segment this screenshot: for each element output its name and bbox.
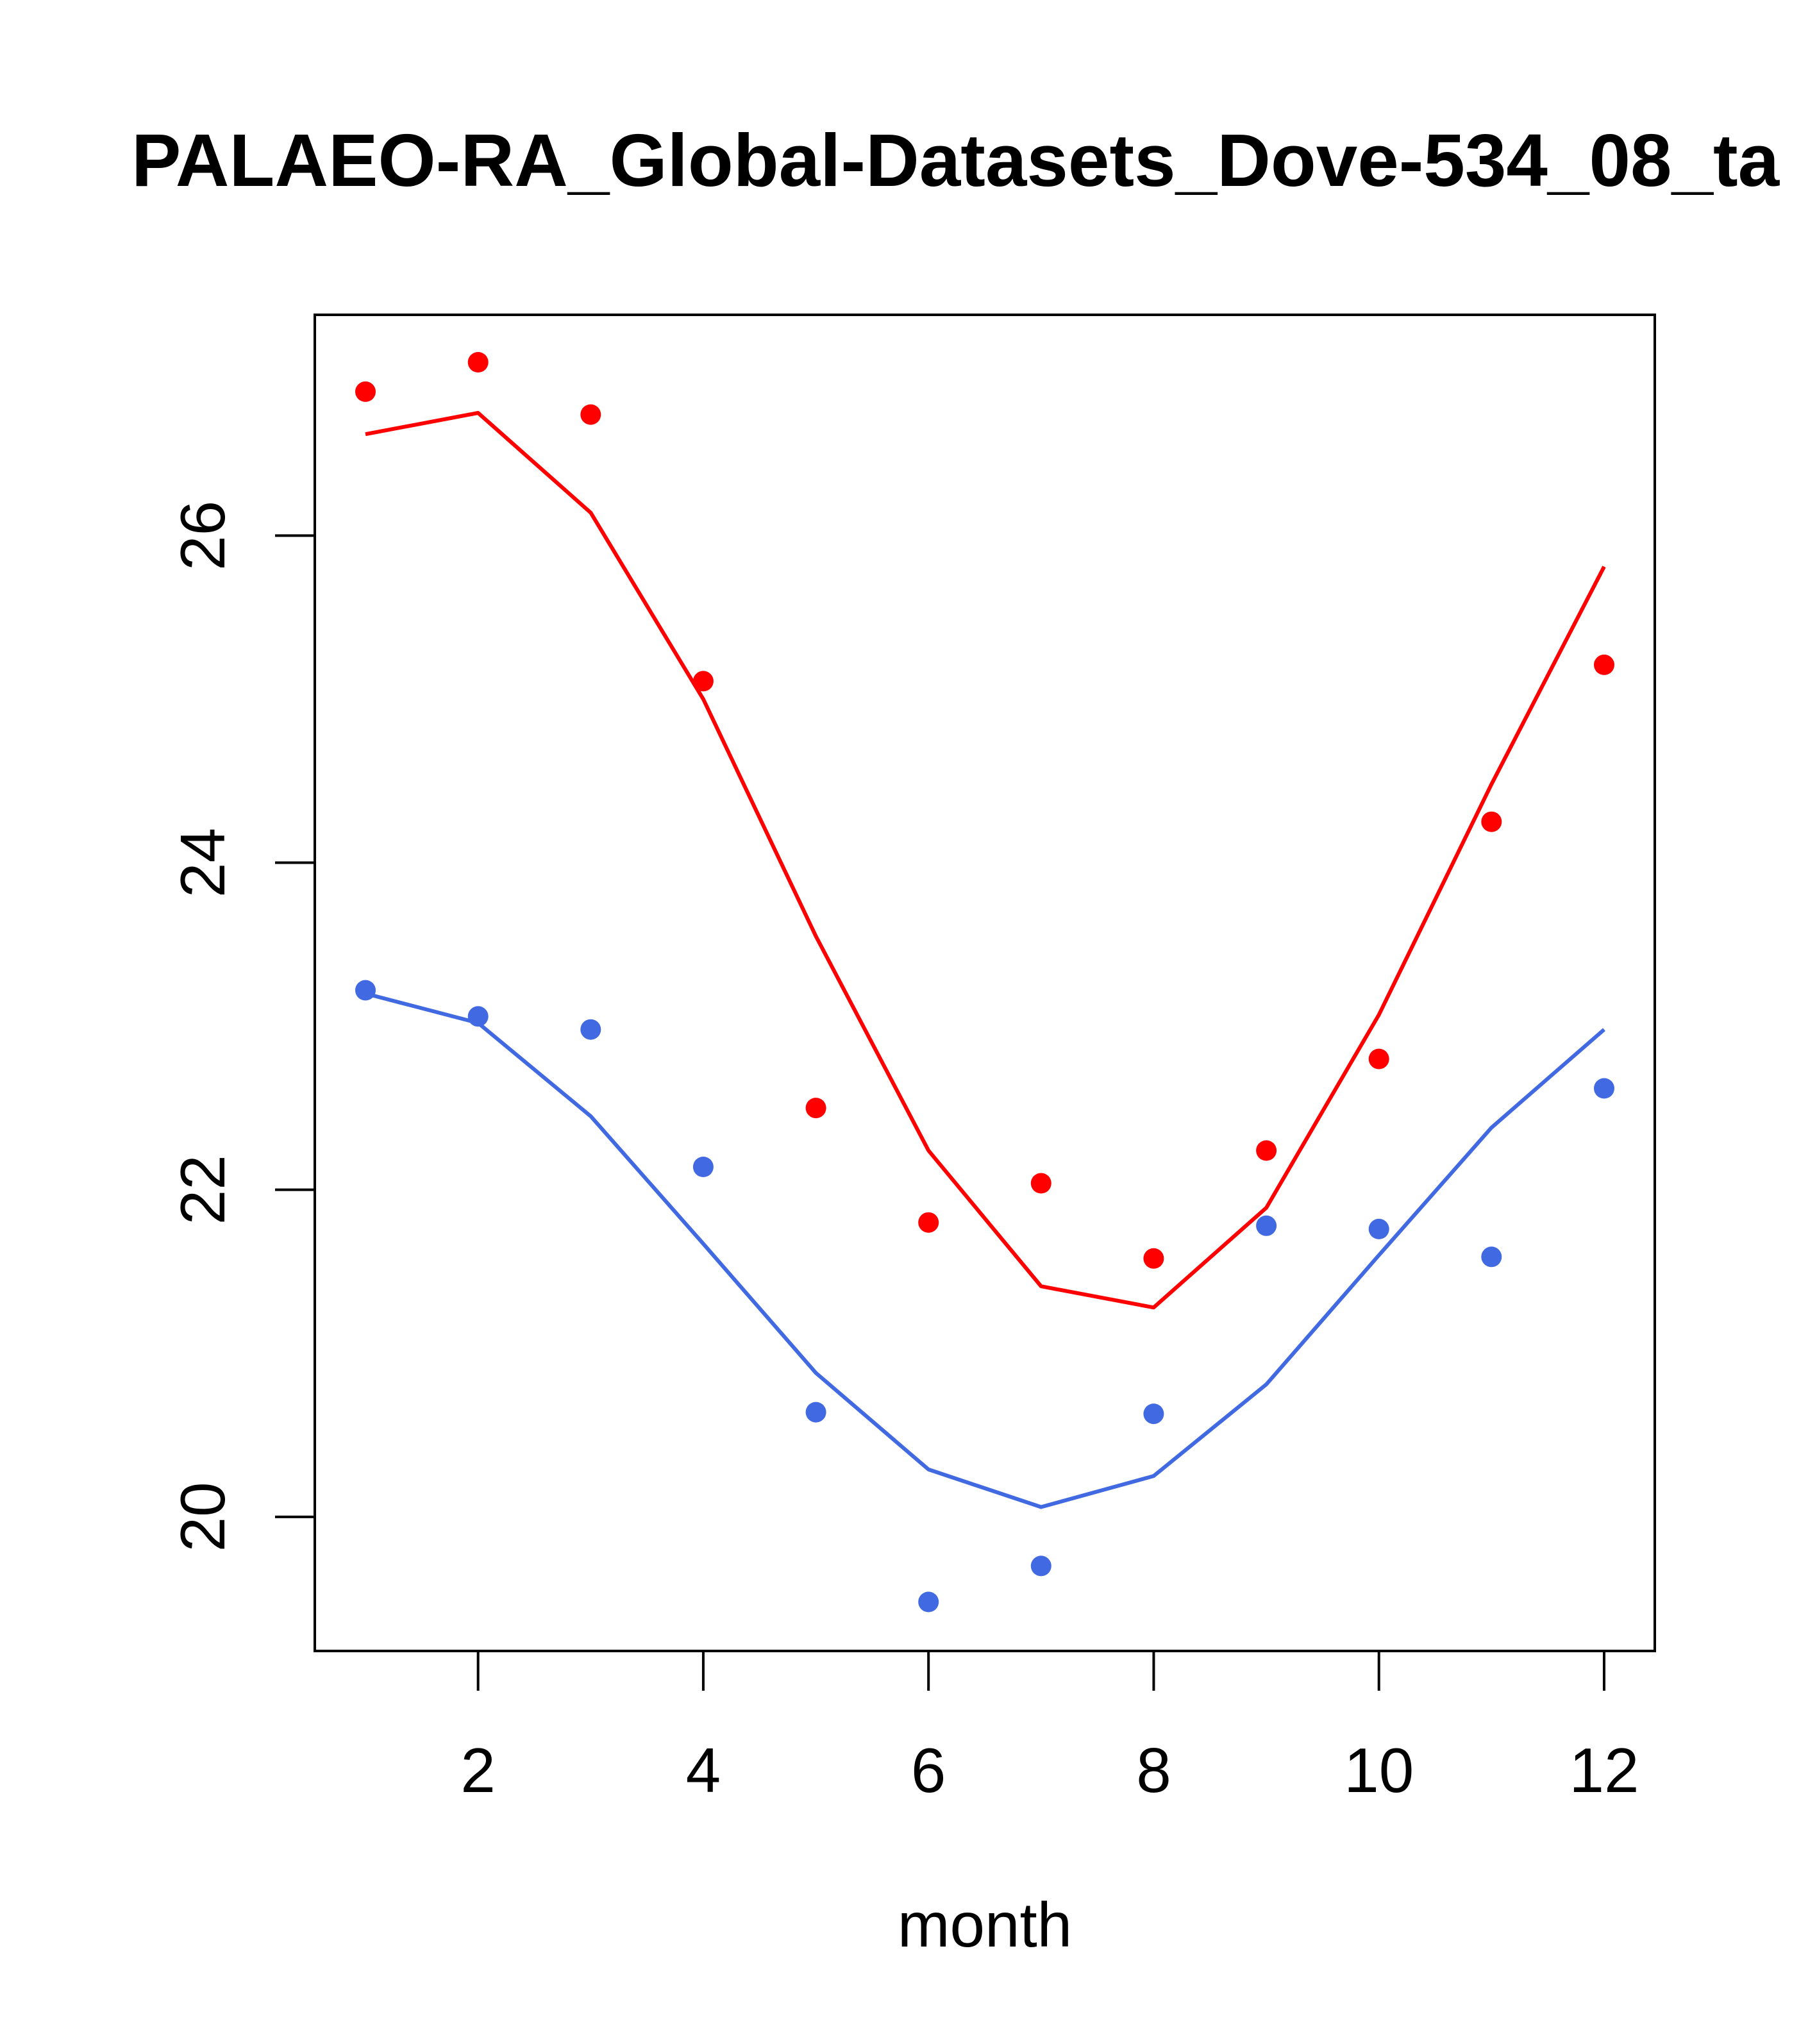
red-point [1143,1248,1164,1269]
x-tick-label: 8 [1136,1735,1171,1805]
red-point [355,381,376,402]
x-tick-label: 12 [1569,1735,1639,1805]
red-line [365,411,1606,1310]
x-axis: 2 4 6 8 10 12 [460,1650,1639,1805]
y-tick-label: 24 [167,828,238,898]
red-point [580,404,601,425]
blue-point [692,1157,714,1177]
blue-point [1143,1403,1164,1425]
blue-point [580,1019,601,1040]
y-tick-label: 26 [167,501,238,571]
red-point [1256,1140,1277,1161]
red-point [1368,1048,1389,1069]
chart-title: PALAEO-RA_Global-Datasets_Dove-534_08_ta [131,119,1780,202]
blue-point [1481,1246,1502,1268]
series-layer [355,352,1614,1613]
red-point [1030,1173,1051,1194]
y-axis: 20 22 24 26 [167,501,316,1552]
x-tick-label: 10 [1344,1735,1414,1805]
y-tick-label: 22 [167,1155,238,1225]
blue-point [1256,1215,1277,1236]
blue-point [1030,1555,1051,1577]
red-point [467,352,489,373]
blue-point [1594,1078,1614,1099]
blue-point [355,980,376,1001]
y-tick-label: 20 [167,1482,238,1552]
red-point [918,1212,939,1233]
red-point [1594,654,1614,675]
x-tick-label: 4 [686,1735,721,1805]
x-tick-label: 6 [911,1735,946,1805]
blue-point [805,1402,826,1423]
x-axis-title: month [898,1889,1072,1960]
x-tick-label: 2 [460,1735,496,1805]
blue-point [918,1591,939,1613]
red-point [1481,811,1502,832]
blue-line [365,991,1605,1509]
red-point [692,671,714,692]
red-point [805,1098,826,1119]
blue-point [467,1006,489,1027]
blue-point [1368,1218,1389,1239]
